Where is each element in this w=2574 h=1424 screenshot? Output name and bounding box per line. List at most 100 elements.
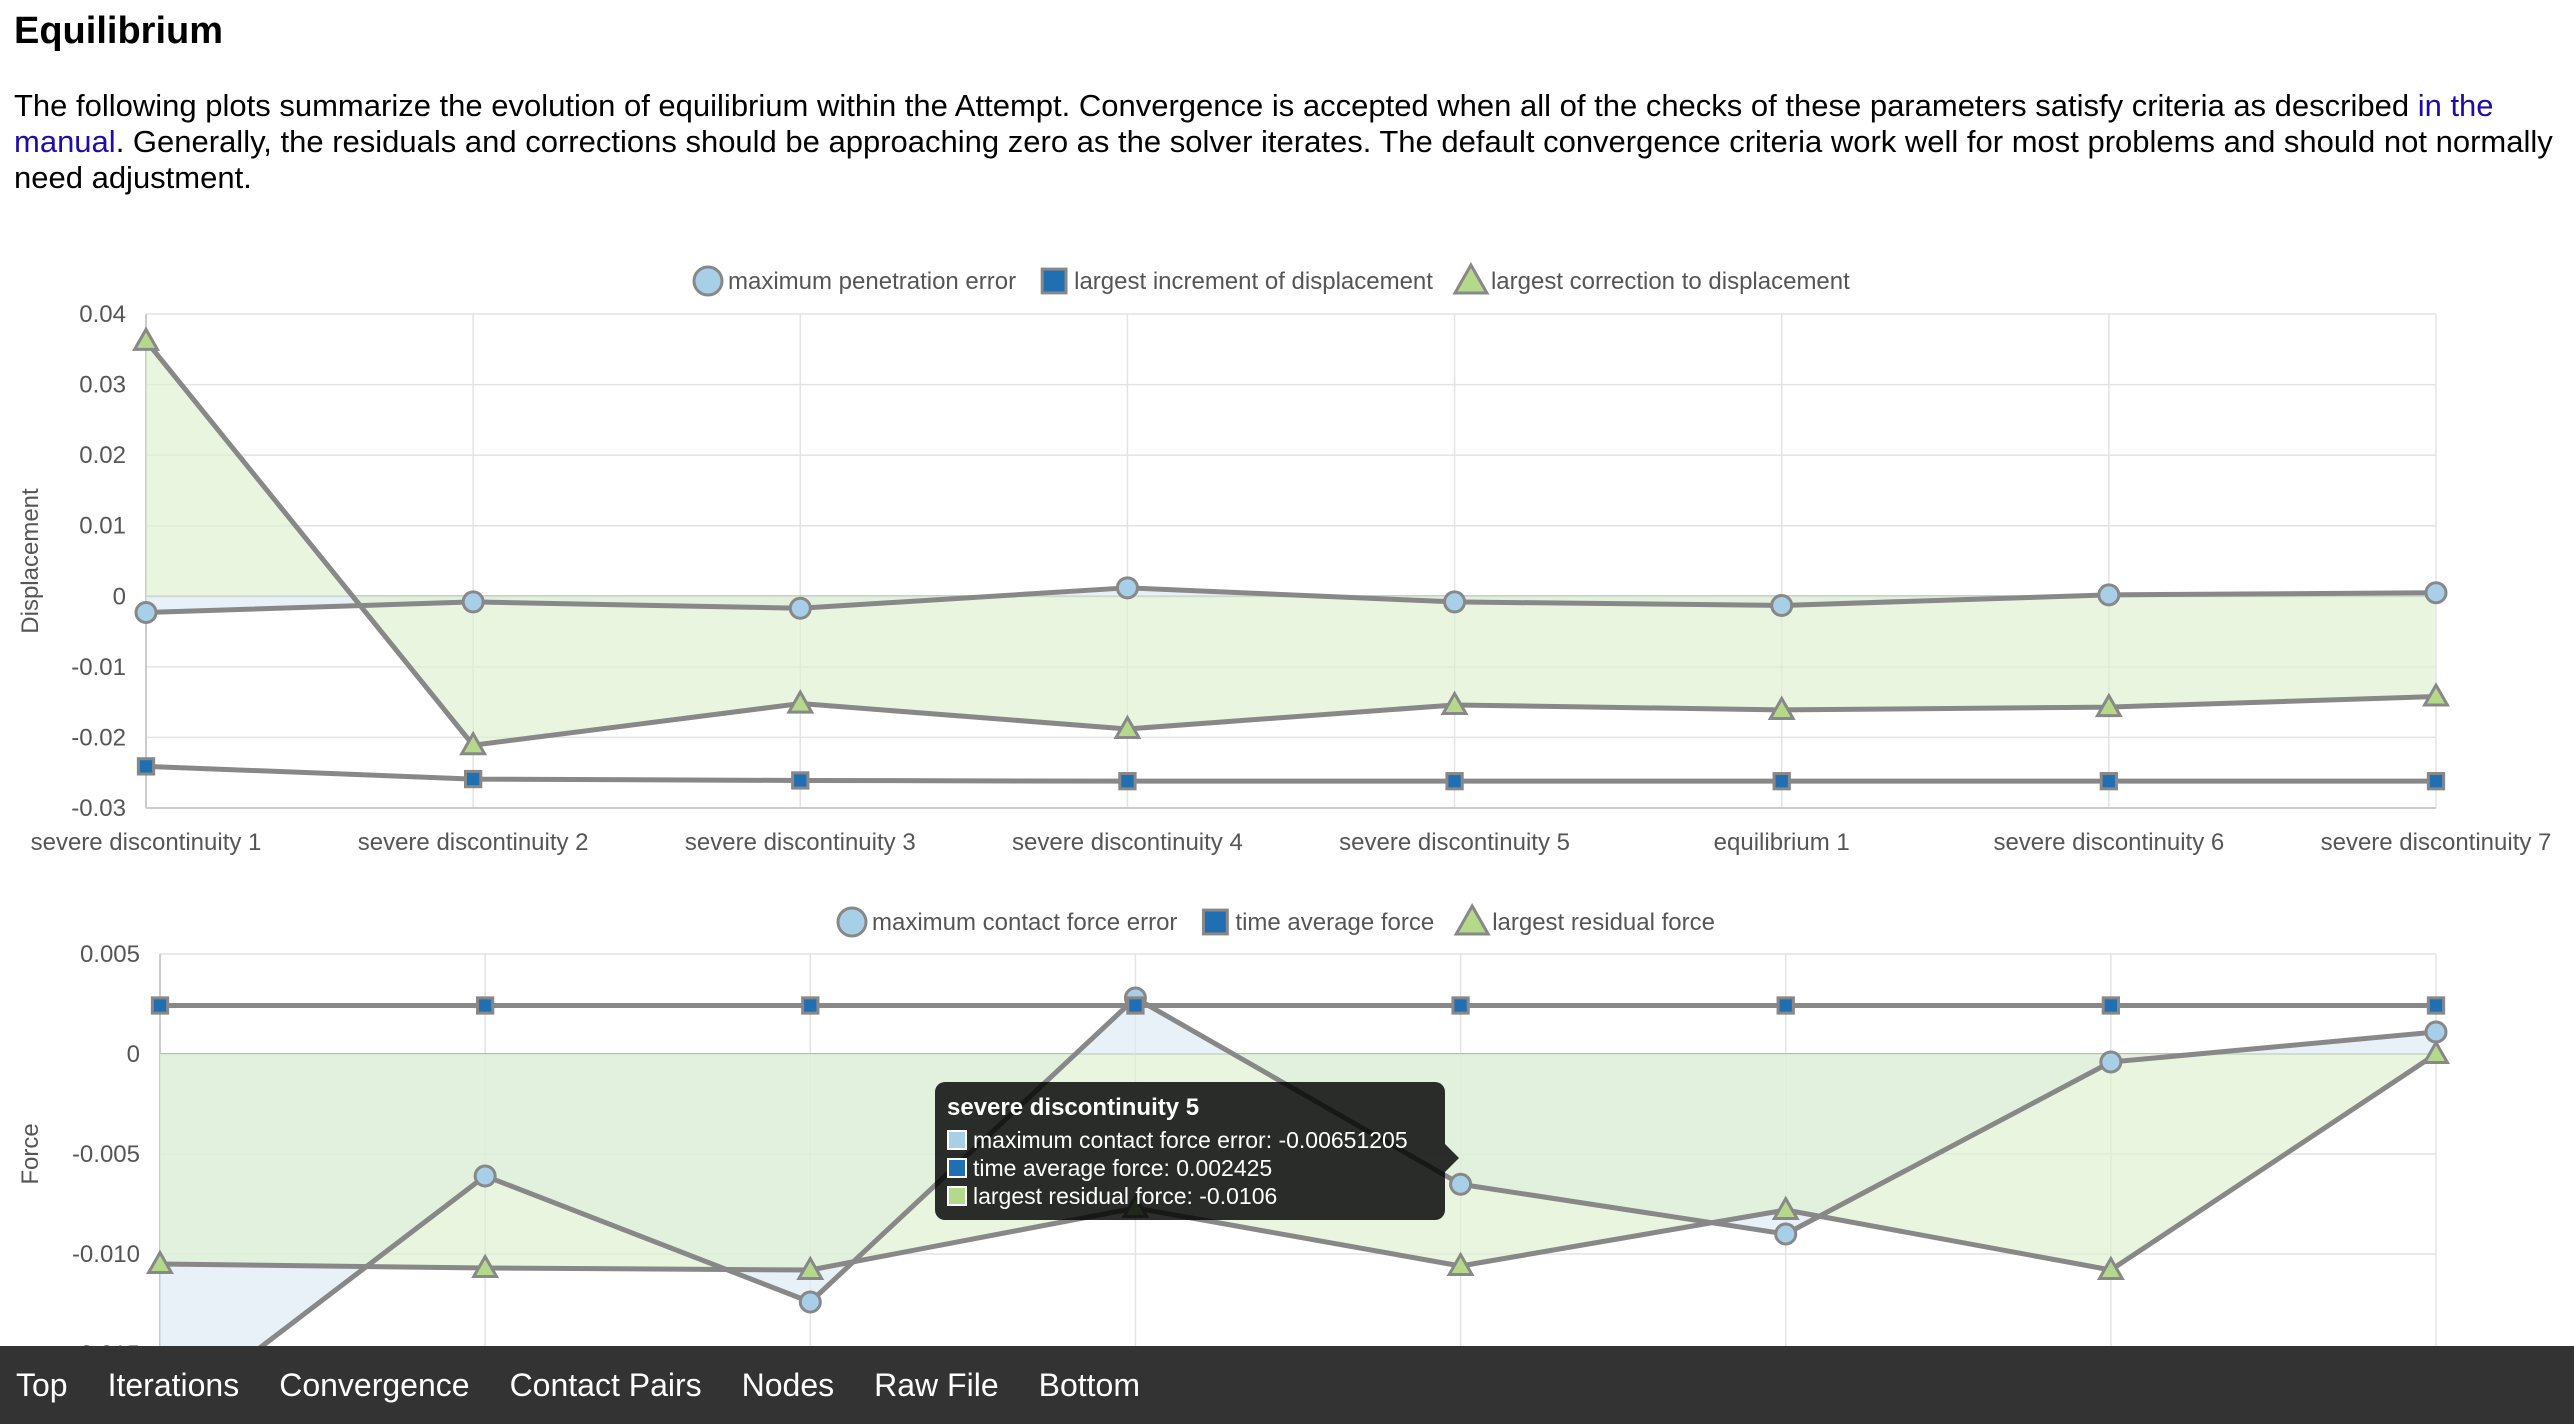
y-tick-label: -0.005: [72, 1141, 140, 1168]
nav-link-convergence[interactable]: Convergence: [279, 1367, 470, 1403]
x-tick-label: severe discontinuity 5: [1339, 829, 1570, 856]
legend-marker-triangle: [1452, 262, 1490, 295]
tooltip-row: maximum contact force error: -0.00651205: [947, 1126, 1433, 1154]
tooltip-row-text: largest residual force: -0.0106: [973, 1183, 1278, 1209]
plot-area: maximum penetration error largest increme…: [17, 262, 2552, 856]
data-point-triangle: [459, 730, 488, 756]
legend: maximum contact force error time average …: [836, 903, 1715, 938]
bottom-nav-bar: Top Iterations Convergence Contact Pairs…: [0, 1346, 2574, 1424]
legend-label: largest correction to displacement: [1491, 268, 1850, 295]
data-point-circle: [798, 1290, 822, 1314]
tooltip-title: severe discontinuity 5: [947, 1094, 1200, 1121]
legend-marker-triangle: [1453, 903, 1491, 936]
intro-text: The following plots summarize the evolut…: [14, 88, 2418, 123]
y-tick-label: -0.02: [71, 724, 126, 751]
y-tick-label: 0.04: [79, 301, 126, 328]
x-tick-label: equilibrium 1: [1714, 829, 1850, 856]
data-point-circle: [2424, 1020, 2448, 1044]
tooltip-row: time average force: 0.002425: [947, 1154, 1433, 1182]
data-point-triangle: [1113, 714, 1142, 740]
series-area-triangle: [146, 340, 2436, 746]
series-line-triangle: [144, 339, 2437, 748]
data-point-square: [2099, 772, 2119, 791]
tooltip-row-text: maximum contact force error: -0.00651205: [973, 1127, 1408, 1153]
data-point-circle: [1774, 1222, 1798, 1246]
data-point-circle: [2097, 583, 2121, 607]
x-tick-label: severe discontinuity 1: [31, 829, 262, 856]
tooltip-arrow: [1445, 1144, 1459, 1172]
nav-link-bottom[interactable]: Bottom: [1038, 1367, 1140, 1403]
tooltip-swatch-circle: [947, 1130, 967, 1150]
nav-link-contact-pairs[interactable]: Contact Pairs: [509, 1367, 702, 1403]
data-point-triangle: [1771, 1195, 1800, 1221]
y-tick-label: 0: [113, 583, 126, 610]
legend-marker-circle: [692, 265, 724, 297]
data-point-triangle: [1440, 690, 1469, 716]
y-tick-label: -0.010: [72, 1241, 140, 1268]
legend-label: maximum contact force error: [872, 909, 1177, 936]
page-title: Equilibrium: [14, 10, 223, 52]
legend-label: largest residual force: [1492, 909, 1715, 936]
data-point-circle: [2099, 1050, 2123, 1074]
data-point-triangle: [2096, 1255, 2125, 1281]
series-line-triangle: [159, 1051, 2438, 1273]
data-point-square: [2426, 996, 2446, 1015]
legend: maximum penetration error largest increme…: [692, 262, 1850, 297]
manual-link[interactable]: in the manual: [14, 88, 2494, 159]
data-point-circle: [461, 590, 485, 614]
y-tick-label: -0.03: [71, 795, 126, 822]
nav-link-raw-file[interactable]: Raw File: [874, 1367, 999, 1403]
legend-marker-square: [1040, 267, 1068, 295]
displacement-chart: maximum penetration error largest increme…: [17, 262, 2552, 856]
data-point-triangle: [1446, 1251, 1475, 1277]
tooltip-row: largest residual force: -0.0106: [947, 1182, 1433, 1210]
data-point-triangle: [2422, 682, 2450, 707]
y-tick-label: 0: [127, 1041, 140, 1068]
data-point-square: [1126, 996, 1145, 1015]
data-point-square: [1445, 772, 1464, 791]
y-tick-label: 0.01: [79, 513, 126, 540]
nav-link-top[interactable]: Top: [16, 1367, 68, 1403]
tooltip-row-text: time average force: 0.002425: [973, 1155, 1273, 1181]
legend-label: maximum penetration error: [728, 268, 1016, 295]
y-axis-label: Displacement: [17, 488, 44, 634]
data-point-circle: [1115, 576, 1139, 600]
data-point-triangle: [2422, 1039, 2450, 1065]
nav-link-iterations[interactable]: Iterations: [107, 1367, 240, 1403]
data-point-triangle: [146, 1249, 174, 1275]
data-point-square: [1118, 772, 1137, 791]
data-point-square: [136, 757, 156, 776]
y-axis-label: Force: [17, 1123, 44, 1184]
legend-marker-circle: [836, 906, 868, 938]
data-point-triangle: [132, 326, 160, 351]
data-point-square: [2426, 772, 2446, 791]
data-point-square: [150, 996, 170, 1015]
legend-marker-square: [1202, 908, 1229, 936]
data-point-circle: [473, 1164, 497, 1188]
intro-paragraph: The following plots summarize the evolut…: [14, 88, 2559, 196]
series-line-square: [145, 763, 2436, 784]
legend-label: time average force: [1235, 909, 1434, 936]
y-tick-label: -0.01: [71, 654, 126, 681]
data-point-circle: [788, 596, 812, 620]
data-point-square: [801, 996, 820, 1015]
data-point-square: [1451, 996, 1470, 1015]
data-point-square: [463, 769, 483, 789]
data-point-triangle: [2094, 692, 2123, 718]
series-line-circle: [145, 585, 2437, 616]
y-tick-label: 0.03: [79, 372, 126, 399]
x-tick-label: severe discontinuity 7: [2321, 829, 2552, 856]
data-point-circle: [2424, 581, 2448, 605]
data-point-square: [2101, 996, 2121, 1015]
nav-link-nodes[interactable]: Nodes: [741, 1367, 835, 1403]
tooltip-swatch-triangle: [947, 1186, 967, 1206]
data-point-circle: [1443, 590, 1467, 614]
y-tick-label: 0.02: [79, 442, 126, 469]
x-tick-label: severe discontinuity 3: [685, 829, 916, 856]
data-point-circle: [1449, 1172, 1473, 1196]
data-point-square: [791, 771, 810, 790]
chart-tooltip: severe discontinuity 5 maximum contact f…: [935, 1082, 1459, 1220]
data-point-square: [1772, 772, 1791, 791]
x-tick-label: severe discontinuity 4: [1012, 829, 1243, 856]
data-point-square: [1776, 996, 1795, 1015]
